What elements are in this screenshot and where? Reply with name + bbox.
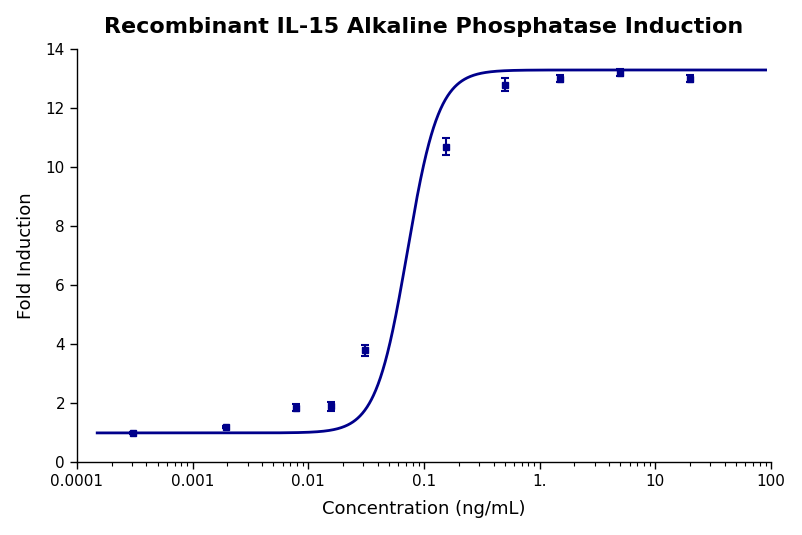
Y-axis label: Fold Induction: Fold Induction	[17, 193, 34, 319]
Title: Recombinant IL-15 Alkaline Phosphatase Induction: Recombinant IL-15 Alkaline Phosphatase I…	[104, 17, 743, 37]
X-axis label: Concentration (ng/mL): Concentration (ng/mL)	[322, 500, 525, 518]
